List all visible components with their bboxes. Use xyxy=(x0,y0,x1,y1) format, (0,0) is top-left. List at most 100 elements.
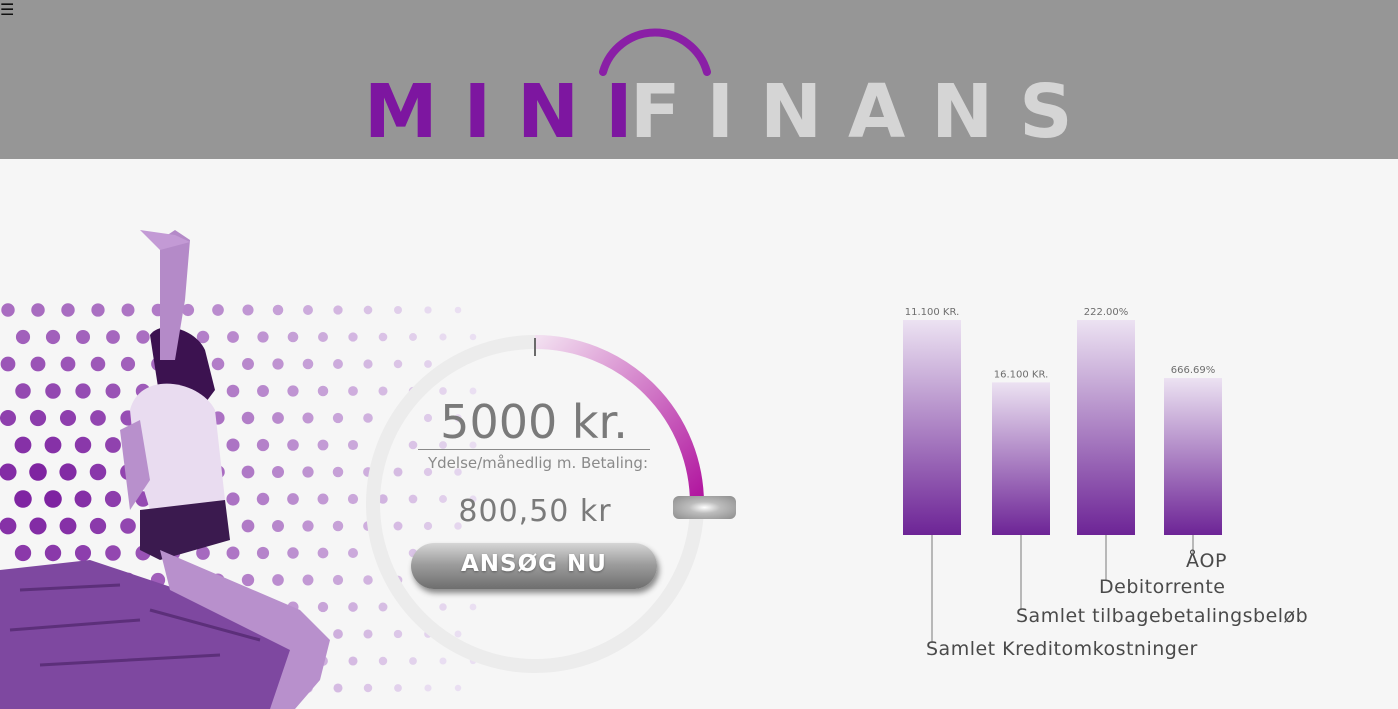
pattern-dot xyxy=(378,494,388,504)
pattern-dot xyxy=(303,305,313,315)
pattern-dot xyxy=(347,439,359,451)
pattern-dot xyxy=(136,330,150,344)
pattern-dot xyxy=(363,413,373,423)
pattern-dot xyxy=(15,329,31,345)
pattern-dot xyxy=(256,492,270,506)
pattern-dot xyxy=(105,545,121,561)
bar-value-label: 16.100 KR. xyxy=(994,369,1049,380)
pattern-dot xyxy=(423,413,433,423)
pattern-dot xyxy=(60,356,76,372)
pattern-dot xyxy=(408,440,418,450)
pattern-dot xyxy=(424,306,432,314)
pattern-dot xyxy=(105,383,121,399)
pattern-dot xyxy=(211,357,225,371)
bar-category-label: Debitorrente xyxy=(1099,576,1225,598)
pattern-dot xyxy=(45,329,61,345)
pattern-dot xyxy=(469,495,477,503)
pattern-dot xyxy=(333,683,343,693)
pattern-dot xyxy=(454,684,462,692)
pattern-dot xyxy=(439,603,447,611)
pattern-dot xyxy=(242,304,254,316)
pattern-dot xyxy=(44,490,62,508)
pattern-dot xyxy=(348,602,358,612)
bar-category-label: Samlet tilbagebetalingsbeløb xyxy=(1016,605,1308,627)
chart-bar xyxy=(1077,320,1135,535)
pattern-dot xyxy=(61,303,75,317)
pattern-dot xyxy=(287,493,299,505)
bar-value-label: 11.100 KR. xyxy=(905,307,960,318)
monthly-payment-label: Ydelse/månedlig m. Betaling: xyxy=(427,454,649,472)
pattern-dot xyxy=(318,332,328,342)
pattern-dot xyxy=(393,359,403,369)
pattern-dot xyxy=(423,521,433,531)
logo-arc-icon xyxy=(599,28,711,76)
pattern-dot xyxy=(89,517,107,535)
pattern-dot xyxy=(90,410,106,426)
pattern-dot xyxy=(272,574,284,586)
pattern-dot xyxy=(1,303,15,317)
pattern-dot xyxy=(272,412,284,424)
pattern-dot xyxy=(302,412,314,424)
pattern-dot xyxy=(0,356,16,372)
pattern-dot xyxy=(271,465,285,479)
pattern-dot xyxy=(454,306,462,314)
pattern-dot xyxy=(44,436,62,454)
pattern-dot xyxy=(74,436,92,454)
pattern-dot xyxy=(75,329,91,345)
pattern-dot xyxy=(469,387,477,395)
amount-slider-handle[interactable] xyxy=(673,496,736,519)
pattern-dot xyxy=(242,358,254,370)
pattern-dot xyxy=(302,358,314,370)
logo-finans-text: FINANS xyxy=(630,69,1099,155)
apply-now-button[interactable]: ANSØG NU xyxy=(411,543,657,589)
pattern-dot xyxy=(378,386,388,396)
pattern-dot xyxy=(409,333,417,341)
pattern-dot xyxy=(29,517,47,535)
pattern-dot xyxy=(424,684,432,692)
pattern-dot xyxy=(469,441,477,449)
hamburger-menu-icon[interactable]: ☰ xyxy=(0,0,15,19)
chart-bar xyxy=(992,382,1050,535)
pattern-dot xyxy=(241,519,255,533)
pattern-dot xyxy=(241,465,255,479)
pattern-dot xyxy=(332,412,344,424)
pattern-dot xyxy=(408,494,418,504)
pattern-dot xyxy=(29,409,47,427)
pattern-dot xyxy=(272,358,284,370)
pattern-dot xyxy=(348,386,358,396)
pattern-dot xyxy=(120,356,136,372)
pattern-dot xyxy=(302,520,314,532)
loan-cost-chart: 11.100 KR. Samlet Kreditomkostninger 16.10… xyxy=(903,307,1308,660)
pattern-dot xyxy=(104,490,122,508)
pattern-dot xyxy=(317,601,329,613)
bar-category-label: Samlet Kreditomkostninger xyxy=(926,638,1198,660)
pattern-dot xyxy=(45,383,61,399)
pattern-dot xyxy=(393,521,403,531)
logo[interactable]: MINI FINANS xyxy=(360,14,1073,152)
pattern-dot xyxy=(256,438,270,452)
loan-amount: 5000 kr. xyxy=(418,395,650,450)
pattern-dot xyxy=(439,441,447,449)
chart-bar xyxy=(1164,378,1222,535)
pattern-dot xyxy=(394,306,402,314)
pattern-dot xyxy=(287,547,299,559)
pattern-dot xyxy=(469,333,477,341)
pattern-dot xyxy=(454,468,462,476)
pattern-dot xyxy=(75,383,91,399)
pattern-dot xyxy=(302,466,314,478)
pattern-dot xyxy=(256,546,270,560)
pattern-dot xyxy=(226,492,240,506)
pattern-dot xyxy=(454,414,462,422)
pattern-dot xyxy=(226,546,240,560)
pattern-dot xyxy=(454,522,462,530)
pattern-dot xyxy=(393,467,403,477)
pattern-dot xyxy=(272,520,284,532)
pattern-dot xyxy=(196,546,210,560)
pattern-dot xyxy=(241,411,255,425)
pattern-dot xyxy=(212,304,224,316)
pattern-dot xyxy=(317,385,329,397)
pattern-dot xyxy=(287,439,299,451)
pattern-dot xyxy=(378,602,388,612)
pattern-dot xyxy=(317,439,329,451)
pattern-dot xyxy=(105,437,121,453)
